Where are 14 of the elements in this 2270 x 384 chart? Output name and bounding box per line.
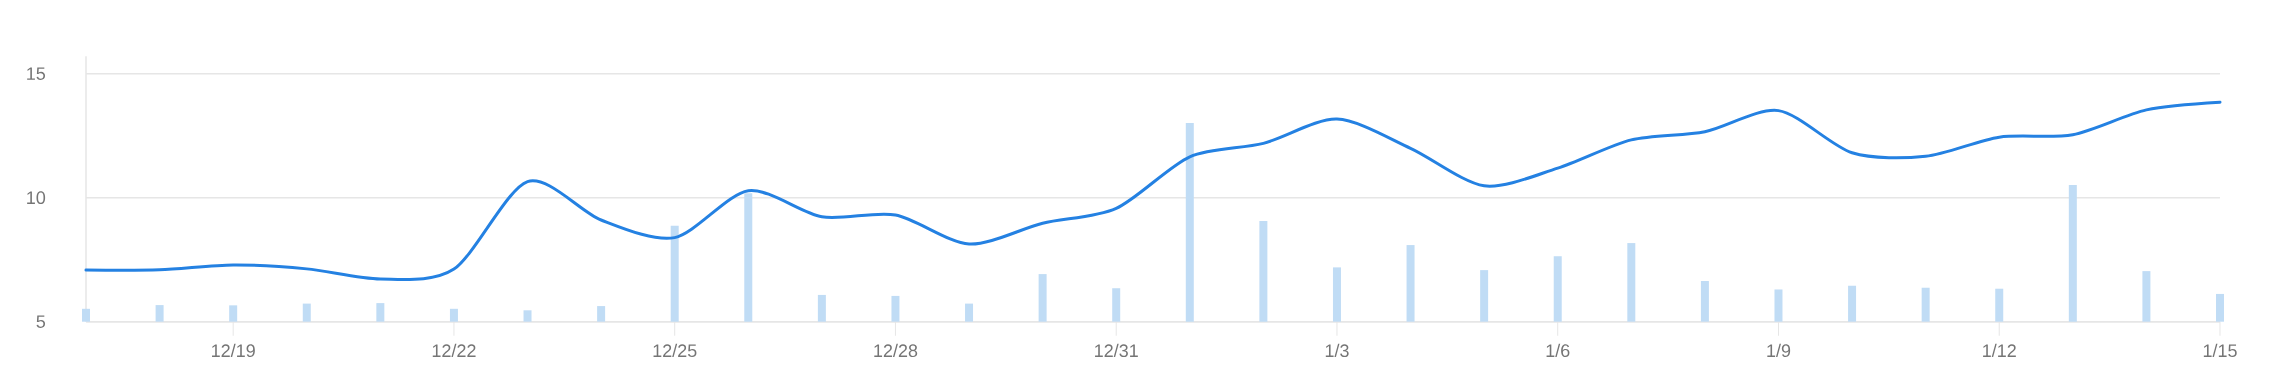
x-tick-label: 1/12 xyxy=(1983,343,2016,358)
y-tick-label: 5 xyxy=(36,315,46,328)
x-tick-label: 12/19 xyxy=(212,343,255,358)
y-tick-label: 10 xyxy=(27,191,46,205)
x-tick-label: 12/28 xyxy=(874,343,918,358)
x-tick-label: 12/25 xyxy=(653,343,697,358)
x-tick-label: 1/6 xyxy=(1546,343,1570,358)
x-tick-label: 12/22 xyxy=(432,343,476,358)
x-tick-label: 1/3 xyxy=(1325,343,1349,358)
x-tick-label: 12/31 xyxy=(1095,343,1138,358)
x-tick-label: 1/15 xyxy=(2203,343,2237,358)
x-tick-label: 1/9 xyxy=(1767,343,1791,358)
y-tick-label: 15 xyxy=(27,67,46,80)
line-series xyxy=(84,100,2222,281)
